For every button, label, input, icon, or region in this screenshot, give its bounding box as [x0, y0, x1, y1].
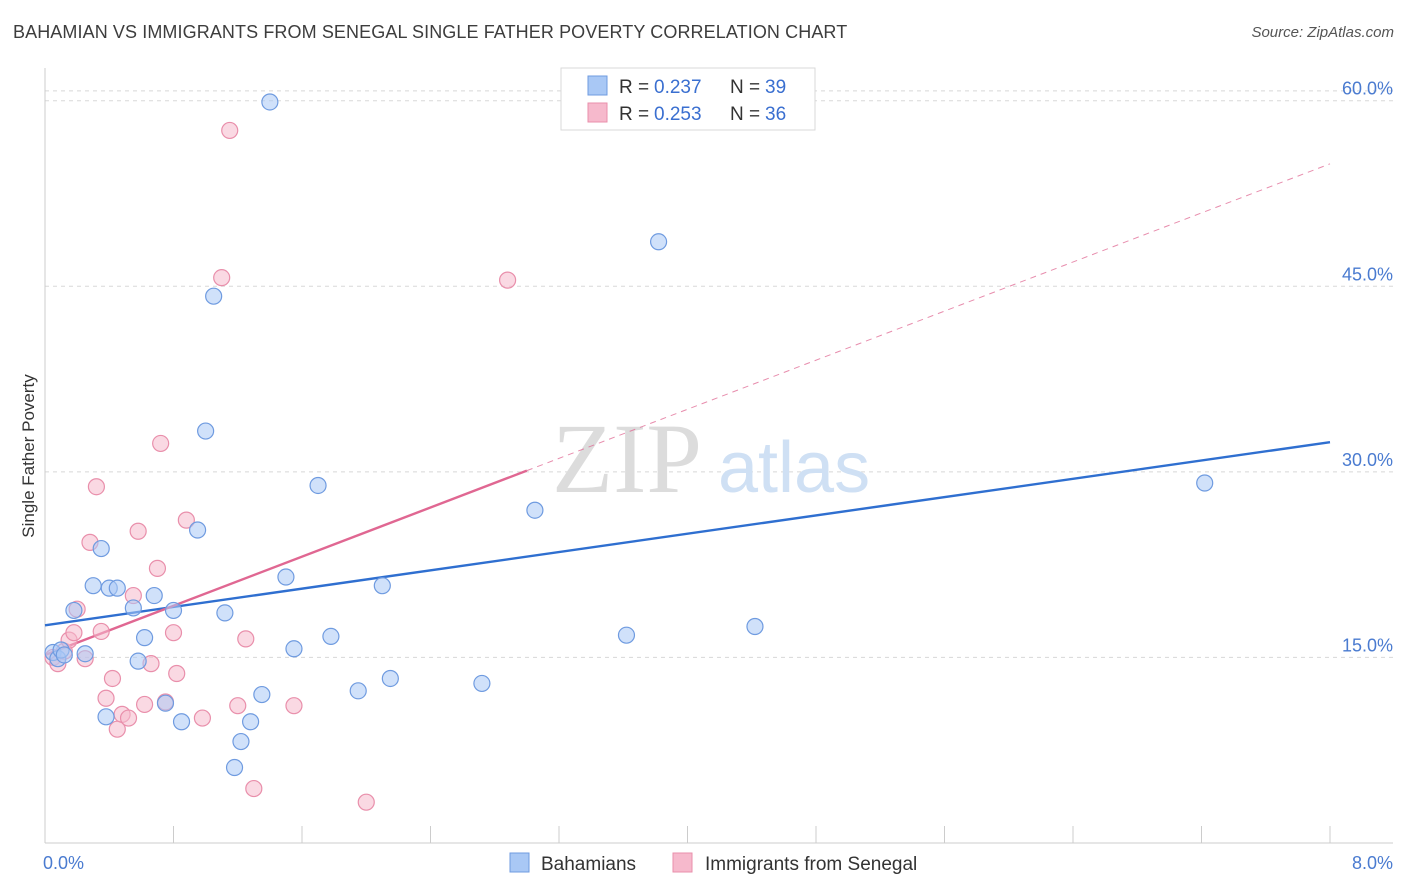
trend-line-senegal-extension	[526, 163, 1331, 472]
point-senegal	[237, 630, 255, 648]
point-bahamians	[216, 604, 234, 622]
bottom-legend-bahamians: Bahamians	[541, 854, 636, 875]
bottom-legend-senegal: Immigrants from Senegal	[705, 854, 917, 875]
trend-line-senegal	[44, 469, 528, 657]
point-senegal	[177, 511, 195, 529]
point-bahamians	[129, 652, 147, 670]
legend-r-value-1: 0.237	[654, 77, 702, 98]
point-bahamians	[261, 93, 279, 111]
point-bahamians	[232, 732, 250, 751]
point-bahamians	[322, 627, 340, 646]
point-bahamians	[1196, 474, 1214, 492]
bottom-swatch-bahamians	[509, 852, 530, 873]
legend-n-label-1: N =	[730, 77, 760, 98]
point-bahamians	[205, 287, 223, 305]
y-tick-label: 60.0%	[1342, 79, 1393, 99]
point-senegal	[129, 522, 147, 540]
legend-r-value-2: 0.253	[654, 104, 702, 125]
point-bahamians	[473, 674, 491, 693]
point-senegal	[148, 559, 167, 577]
y-axis-label: Single Father Poverty	[19, 374, 38, 538]
point-senegal	[119, 709, 138, 727]
y-tick-label: 15.0%	[1342, 635, 1393, 655]
point-bahamians	[526, 501, 544, 519]
point-bahamians	[381, 669, 399, 688]
trend-line-bahamians	[44, 440, 1331, 627]
point-bahamians	[92, 539, 110, 558]
point-senegal	[193, 709, 212, 727]
y-tick-label: 30.0%	[1342, 450, 1393, 470]
tick-labels: 15.0% 30.0% 45.0% 60.0% 0.0% 8.0%	[43, 79, 1393, 873]
point-bahamians	[108, 579, 126, 597]
point-bahamians	[197, 422, 215, 440]
legend-n-value-1: 39	[765, 77, 786, 98]
data-points	[44, 93, 1214, 811]
y-tick-label: 45.0%	[1342, 264, 1393, 284]
point-senegal	[87, 478, 106, 496]
legend-swatch-bahamians	[587, 75, 608, 96]
point-senegal	[285, 697, 303, 715]
point-senegal	[92, 622, 110, 641]
point-bahamians	[617, 626, 636, 644]
point-senegal	[164, 624, 183, 642]
point-senegal	[245, 779, 263, 798]
point-bahamians	[253, 685, 271, 704]
point-bahamians	[746, 617, 764, 636]
point-bahamians	[225, 758, 244, 777]
point-bahamians	[188, 521, 207, 539]
point-bahamians	[349, 682, 367, 700]
point-bahamians	[145, 586, 163, 605]
point-bahamians	[65, 601, 83, 620]
legend-r-label-2: R =	[619, 104, 649, 125]
legend-n-label-2: N =	[730, 104, 760, 125]
watermark-atlas: atlas	[718, 428, 870, 508]
point-bahamians	[124, 599, 142, 617]
point-bahamians	[84, 577, 102, 595]
bottom-swatch-senegal	[672, 852, 693, 873]
point-senegal	[499, 271, 517, 289]
point-bahamians	[242, 713, 260, 731]
trend-lines	[44, 163, 1331, 657]
legend-bottom: Bahamians Immigrants from Senegal	[509, 852, 917, 875]
source-label: Source: ZipAtlas.com	[1251, 24, 1394, 41]
point-senegal	[152, 434, 170, 453]
point-bahamians	[373, 577, 391, 595]
point-senegal	[97, 689, 115, 707]
point-senegal	[168, 664, 186, 683]
point-senegal	[221, 121, 239, 140]
chart-title: BAHAMIAN VS IMMIGRANTS FROM SENEGAL SING…	[13, 22, 848, 42]
point-bahamians	[285, 640, 303, 658]
point-senegal	[357, 793, 375, 811]
legend-top: R = 0.237 N = 39 R = 0.253 N = 36	[560, 67, 816, 131]
point-bahamians	[164, 601, 183, 620]
watermark-zip: ZIP	[552, 403, 702, 514]
x-tick-label: 0.0%	[43, 853, 84, 873]
point-bahamians	[156, 694, 175, 712]
gridlines	[45, 90, 1393, 658]
point-senegal	[213, 269, 231, 287]
legend-swatch-senegal	[587, 102, 608, 123]
point-bahamians	[97, 708, 115, 726]
watermark: ZIP atlas	[552, 403, 870, 514]
point-bahamians	[309, 476, 327, 495]
x-tick-label: 8.0%	[1352, 853, 1393, 873]
point-senegal	[65, 624, 83, 642]
point-senegal	[135, 695, 154, 714]
point-bahamians	[135, 629, 154, 647]
point-senegal	[229, 697, 247, 715]
point-bahamians	[172, 713, 191, 731]
legend-r-label-1: R =	[619, 77, 649, 98]
point-bahamians	[277, 568, 295, 586]
point-bahamians	[76, 645, 94, 663]
legend-n-value-2: 36	[765, 104, 786, 125]
point-bahamians	[649, 233, 668, 251]
point-bahamians	[55, 646, 73, 664]
point-senegal	[103, 669, 122, 688]
axes	[44, 68, 1393, 844]
